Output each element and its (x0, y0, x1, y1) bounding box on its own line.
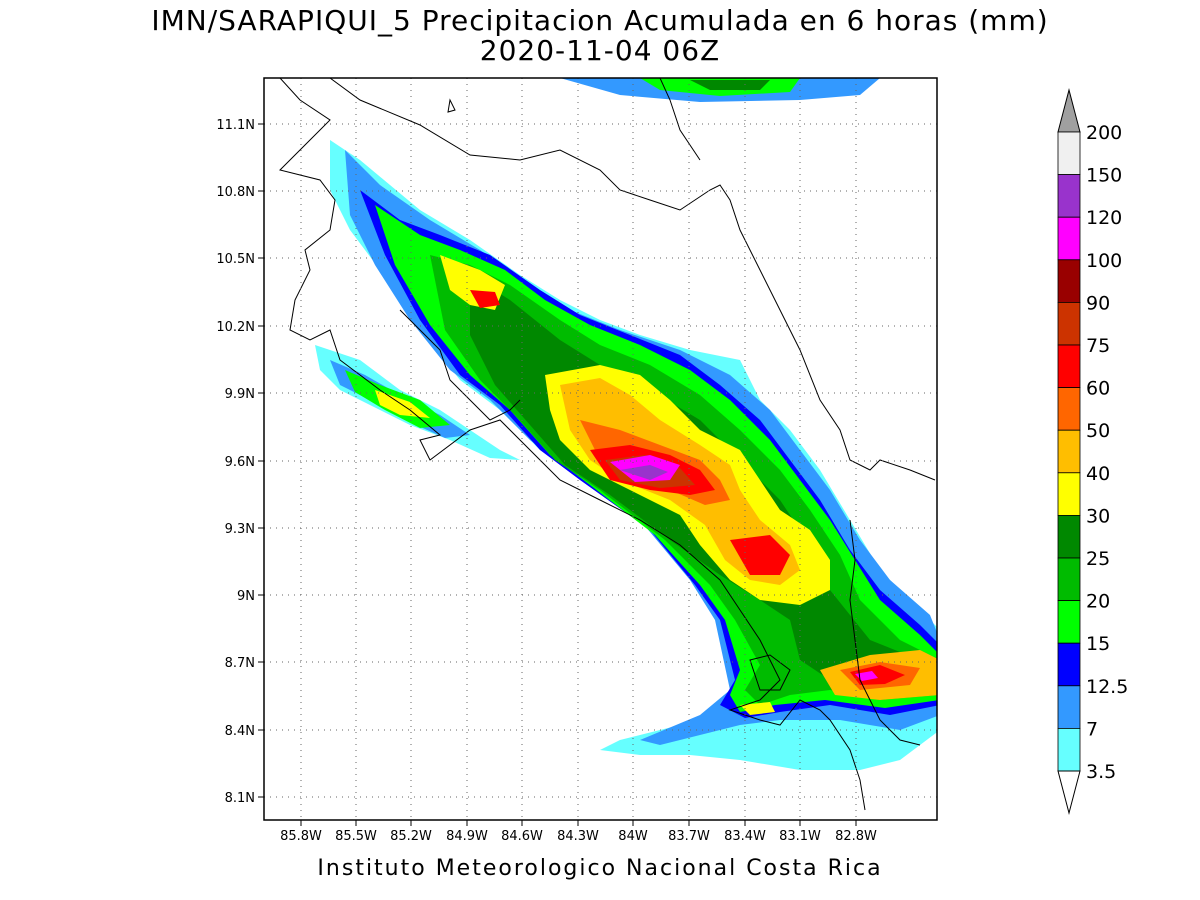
colorbar-bottom-arrow (1057, 770, 1081, 815)
lat-label: 8.1N (225, 791, 255, 806)
colorbar-label: 15 (1086, 633, 1110, 655)
colorbar-swatch (1057, 387, 1081, 431)
lon-label: 83.4W (724, 829, 766, 844)
colorbar-swatch (1057, 174, 1081, 218)
colorbar-label: 100 (1086, 250, 1122, 272)
graticule (264, 78, 937, 820)
precipitation-field (315, 78, 937, 770)
footer-credit: Instituto Meteorologico Nacional Costa R… (317, 856, 883, 881)
lon-label: 85.2W (390, 829, 432, 844)
lat-label: 9.9N (225, 387, 255, 402)
map-subtitle-date: 2020-11-04 06Z (479, 34, 721, 67)
latitude-axis: 11.1N 10.8N 10.5N 10.2N 9.9N 9.6N 9.3N 9… (216, 118, 255, 806)
colorbar-label: 25 (1086, 548, 1110, 570)
colorbar-label: 3.5 (1086, 761, 1116, 783)
colorbar-label: 50 (1086, 420, 1110, 442)
lon-label: 84.9W (446, 829, 488, 844)
colorbar-label: 20 (1086, 591, 1110, 613)
lat-label: 8.4N (225, 724, 255, 739)
lat-label: 10.8N (216, 185, 255, 200)
colorbar-label: 60 (1086, 378, 1110, 400)
map-title: IMN/SARAPIQUI_5 Precipitacion Acumulada … (151, 4, 1049, 37)
coastlines (279, 78, 936, 811)
lon-label: 83.7W (668, 829, 710, 844)
lon-label: 82.8W (835, 829, 877, 844)
colorbar-label: 30 (1086, 505, 1110, 527)
colorbar-label: 200 (1086, 122, 1122, 144)
colorbar-swatch (1057, 216, 1081, 261)
colorbar-swatch (1057, 301, 1081, 346)
lat-label: 10.2N (216, 320, 255, 335)
plot-frame (263, 77, 938, 821)
lat-label: 9.3N (225, 522, 255, 537)
lat-label: 9N (237, 589, 255, 604)
colorbar-label: 120 (1086, 207, 1122, 229)
colorbar-swatch (1057, 515, 1081, 559)
lat-label: 8.7N (225, 656, 255, 671)
colorbar-label: 12.5 (1086, 676, 1128, 698)
colorbar-label: 7 (1086, 718, 1098, 740)
colorbar-label: 75 (1086, 335, 1110, 357)
colorbar-swatch (1057, 131, 1081, 175)
colorbar-swatch (1057, 642, 1081, 687)
colorbar-swatch (1057, 344, 1081, 388)
lon-label: 83.1W (779, 829, 821, 844)
colorbar-swatch (1057, 600, 1081, 644)
colorbar-label: 40 (1086, 463, 1110, 485)
colorbar-label: 90 (1086, 292, 1110, 314)
lon-label: 84W (618, 829, 648, 844)
longitude-axis: 85.8W 85.5W 85.2W 84.9W 84.6W 84.3W 84W … (280, 829, 877, 844)
longitude-ticks (300, 820, 857, 826)
colorbar: 200 150 120 100 90 75 60 50 40 30 25 20 15 12.5 7 3.5 (1057, 88, 1128, 815)
colorbar-label: 150 (1086, 165, 1122, 187)
colorbar-top-arrow (1057, 88, 1081, 133)
colorbar-swatch (1057, 685, 1081, 729)
lat-label: 9.6N (225, 455, 255, 470)
lat-label: 10.5N (216, 252, 255, 267)
lat-label: 11.1N (216, 118, 255, 133)
colorbar-swatch (1057, 472, 1081, 516)
lon-label: 85.5W (335, 829, 377, 844)
lon-label: 84.6W (501, 829, 543, 844)
latitude-ticks (258, 123, 264, 798)
colorbar-swatch (1057, 557, 1081, 601)
colorbar-swatch (1057, 429, 1081, 474)
colorbar-swatch (1057, 728, 1081, 772)
colorbar-swatch (1057, 259, 1081, 303)
lon-label: 84.3W (557, 829, 599, 844)
lon-label: 85.8W (280, 829, 322, 844)
